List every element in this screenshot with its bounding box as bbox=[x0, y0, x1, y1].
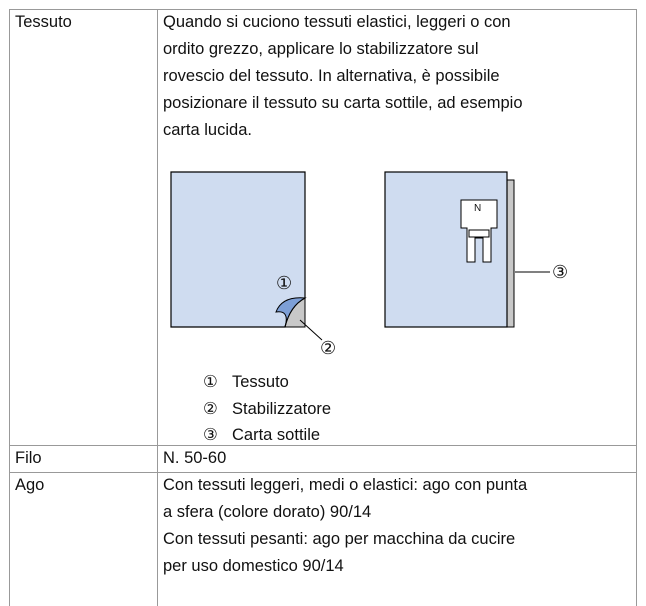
border bbox=[9, 445, 636, 446]
border bbox=[157, 9, 158, 606]
cell-text: posizionare il tessuto su carta sottile,… bbox=[163, 94, 523, 112]
legend-text: Carta sottile bbox=[232, 426, 321, 444]
border bbox=[9, 9, 636, 10]
border bbox=[9, 472, 636, 473]
cell-text: ordito grezzo, applicare lo stabilizzato… bbox=[163, 40, 479, 58]
cell-text: a sfera (colore dorato) 90/14 bbox=[163, 503, 372, 521]
border bbox=[9, 9, 10, 606]
legend-number: ① bbox=[203, 373, 218, 391]
border bbox=[636, 9, 637, 606]
cell-text: rovescio del tessuto. In alternativa, è … bbox=[163, 67, 500, 85]
callout: ③ bbox=[552, 262, 569, 282]
cell-text: per uso domestico 90/14 bbox=[163, 557, 344, 575]
row-label: Ago bbox=[15, 476, 45, 494]
callout: ① bbox=[276, 273, 293, 293]
cell-text: N. 50-60 bbox=[163, 449, 227, 467]
cell-text: Con tessuti pesanti: ago per macchina da… bbox=[163, 530, 516, 548]
legend-number: ② bbox=[203, 399, 218, 418]
callout: ② bbox=[320, 338, 337, 358]
legend-text: Stabilizzatore bbox=[232, 399, 332, 418]
legend-text: Tessuto bbox=[232, 373, 289, 391]
foot-letter: N bbox=[474, 203, 482, 214]
cell-text: Con tessuti leggeri, medi o elastici: ag… bbox=[163, 476, 528, 494]
row-label: Filo bbox=[15, 449, 42, 467]
cell-text: Quando si cuciono tessuti elastici, legg… bbox=[163, 13, 511, 31]
row-label: Tessuto bbox=[15, 13, 72, 31]
legend-number: ③ bbox=[203, 426, 218, 444]
cell-text: carta lucida. bbox=[163, 121, 252, 139]
